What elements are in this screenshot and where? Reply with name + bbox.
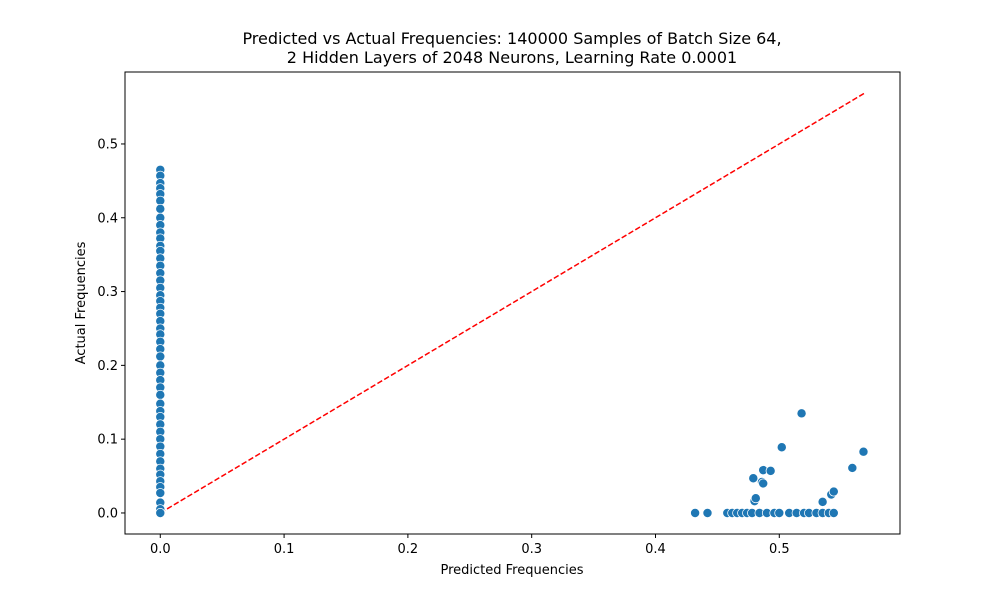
scatter-point: [748, 473, 759, 484]
chart-title: Predicted vs Actual Frequencies: 140000 …: [242, 29, 781, 48]
scatter-point: [847, 462, 858, 473]
x-axis-label: Predicted Frequencies: [440, 563, 583, 578]
y-axis: 0.0 0.1 0.2 0.3 0.4 0.5: [97, 137, 125, 521]
chart-subtitle: 2 Hidden Layers of 2048 Neurons, Learnin…: [287, 48, 737, 67]
scatter-point: [702, 507, 713, 518]
scatter-point: [828, 507, 839, 518]
scatter-point: [155, 351, 166, 362]
scatter-point: [155, 203, 166, 214]
scatter-point: [758, 478, 769, 489]
plot-area: [155, 91, 869, 518]
scatter-point: [750, 493, 761, 504]
scatter-point: [858, 446, 869, 457]
scatter-point: [774, 507, 785, 518]
x-axis: 0.0 0.1 0.2 0.3 0.4 0.5: [150, 534, 790, 557]
y-tick-label: 0.5: [97, 137, 118, 152]
x-tick-label: 0.5: [769, 542, 790, 557]
y-axis-label: Actual Frequencies: [74, 241, 89, 364]
y-tick-label: 0.2: [97, 359, 118, 374]
plot-frame: [124, 71, 901, 535]
scatter-point: [155, 488, 166, 499]
x-tick-label: 0.3: [521, 542, 542, 557]
scatter-point: [765, 465, 776, 476]
y-tick-label: 0.4: [97, 211, 118, 226]
x-tick-label: 0.2: [398, 542, 419, 557]
y-tick-label: 0.1: [97, 433, 118, 448]
y-tick-label: 0.3: [97, 285, 118, 300]
scatter-point: [776, 442, 787, 453]
scatter-point: [796, 408, 807, 419]
x-tick-label: 0.0: [150, 542, 171, 557]
x-tick-label: 0.4: [645, 542, 666, 557]
x-tick-label: 0.1: [274, 542, 295, 557]
scatter-point: [155, 389, 166, 400]
scatter-point: [828, 486, 839, 497]
reference-line: [159, 91, 867, 514]
scatter-point: [155, 507, 166, 518]
scatter-point: [817, 496, 828, 507]
y-tick-label: 0.0: [97, 506, 118, 521]
scatter-point: [690, 507, 701, 518]
